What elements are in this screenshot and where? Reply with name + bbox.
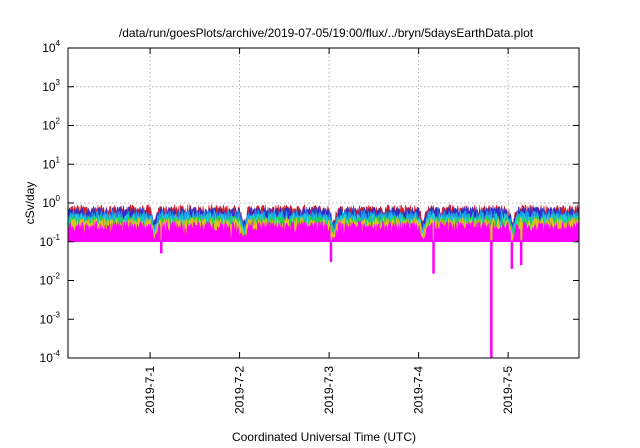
- y-tick-label: 10-2: [40, 272, 61, 288]
- y-axis-label: cSv/day: [23, 182, 37, 225]
- y-axis: 10-4 10-3 10-2 10-1 100 101 102 103 104: [40, 39, 579, 365]
- y-tick-label: 103: [42, 78, 60, 94]
- y-tick-label: 101: [42, 155, 60, 171]
- chart-title: /data/run/goesPlots/archive/2019-07-05/1…: [119, 26, 534, 40]
- x-tick-label: 2019-7-4: [412, 366, 426, 414]
- y-tick-label: 104: [42, 39, 60, 55]
- y-tick-label: 10-4: [40, 349, 61, 365]
- y-tick-label: 100: [42, 194, 60, 210]
- x-tick-label: 2019-7-3: [322, 366, 336, 414]
- y-tick-label: 10-3: [40, 310, 61, 326]
- y-tick-label: 102: [42, 117, 60, 133]
- x-axis-label: Coordinated Universal Time (UTC): [232, 430, 416, 444]
- plot-background-lower: [68, 242, 579, 358]
- x-tick-label: 2019-7-1: [143, 366, 157, 414]
- series-layer: [67, 203, 580, 359]
- x-tick-label: 2019-7-2: [233, 366, 247, 414]
- x-axis: 2019-7-1 2019-7-2 2019-7-3 2019-7-4 2019-7-5: [143, 48, 515, 414]
- y-tick-label: 10-1: [40, 233, 61, 249]
- x-tick-label: 2019-7-5: [501, 366, 515, 414]
